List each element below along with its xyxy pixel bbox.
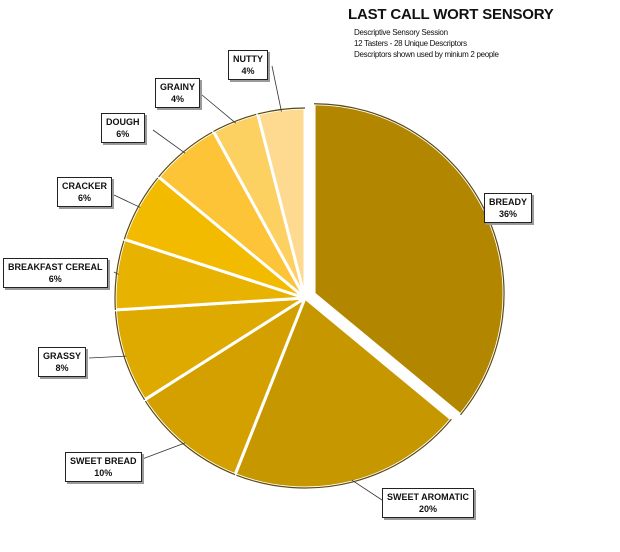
data-label-dough: DOUGH 6% bbox=[101, 113, 145, 143]
leader-line bbox=[351, 479, 383, 501]
slice-label-name: GRAINY bbox=[160, 82, 196, 92]
leader-line bbox=[271, 65, 282, 112]
data-label-sweet-aromatic: SWEET AROMATIC 20% bbox=[382, 488, 474, 518]
slice-label-percent: 10% bbox=[94, 468, 113, 478]
data-label-breakfast-cereal: BREAKFAST CEREAL 6% bbox=[3, 258, 108, 288]
chart-subtitle: Descriptive Sensory Session 12 Tasters -… bbox=[354, 27, 499, 60]
subtitle-line-1: Descriptive Sensory Session bbox=[354, 28, 448, 37]
subtitle-line-3: Descriptors shown used by minium 2 peopl… bbox=[354, 50, 499, 59]
data-label-grainy: GRAINY 4% bbox=[155, 78, 201, 108]
leader-line bbox=[113, 194, 141, 208]
slice-label-percent: 20% bbox=[418, 504, 437, 514]
slice-label-name: GRASSY bbox=[43, 351, 82, 361]
leader-line bbox=[136, 442, 186, 462]
slice-label-percent: 36% bbox=[499, 209, 518, 219]
data-label-cracker: CRACKER 6% bbox=[57, 177, 112, 207]
slice-label-percent: 6% bbox=[116, 129, 130, 139]
slice-label-name: BREAKFAST CEREAL bbox=[8, 262, 103, 272]
slice-label-percent: 4% bbox=[171, 94, 185, 104]
leader-line bbox=[152, 129, 186, 154]
leader-line bbox=[88, 355, 127, 359]
subtitle-line-2: 12 Tasters - 28 Unique Descriptors bbox=[354, 39, 467, 48]
data-label-sweet-bread: SWEET BREAD 10% bbox=[65, 452, 142, 482]
chart-title: LAST CALL WORT SENSORY bbox=[348, 6, 554, 23]
slice-label-percent: 8% bbox=[55, 363, 69, 373]
pie-slice-outline bbox=[144, 399, 236, 476]
pie-slice-outline bbox=[234, 418, 452, 489]
pie-slice-outline bbox=[114, 309, 146, 401]
data-label-nutty: NUTTY 4% bbox=[228, 50, 268, 80]
pie-slice-outline bbox=[114, 239, 125, 310]
leader-line bbox=[201, 94, 237, 124]
pie-slice-outline bbox=[213, 113, 258, 133]
data-label-grassy: GRASSY 8% bbox=[38, 347, 87, 377]
slice-label-name: DOUGH bbox=[106, 117, 140, 127]
slice-label-percent: 6% bbox=[77, 193, 91, 203]
slice-label-name: SWEET AROMATIC bbox=[387, 492, 469, 502]
slice-label-name: BREADY bbox=[489, 197, 528, 207]
slice-label-percent: 4% bbox=[241, 66, 255, 76]
pie-slice-outline bbox=[158, 130, 214, 178]
leader-line bbox=[113, 271, 119, 275]
data-label-bready: BREADY 36% bbox=[484, 193, 533, 223]
slice-label-percent: 6% bbox=[48, 274, 62, 284]
slice-label-name: SWEET BREAD bbox=[70, 456, 137, 466]
slice-label-name: CRACKER bbox=[62, 181, 107, 191]
slice-label-name: NUTTY bbox=[233, 54, 263, 64]
